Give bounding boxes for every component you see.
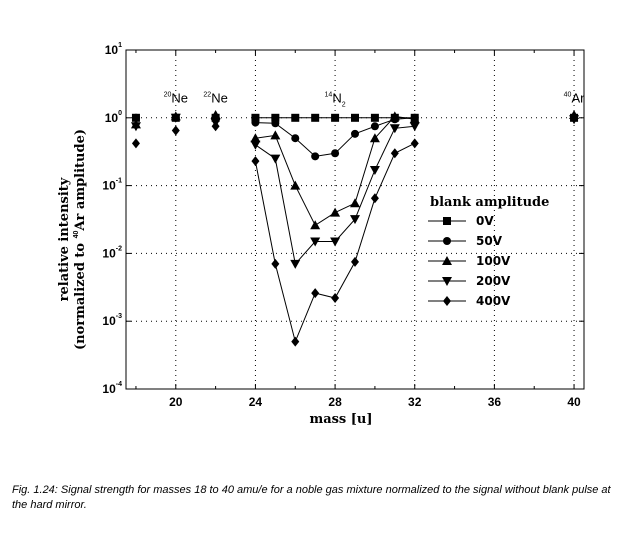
marker-circle bbox=[370, 122, 379, 131]
legend-label: 100V bbox=[476, 254, 511, 268]
legend-item-400V: 400V bbox=[428, 294, 511, 308]
y-tick-label: 10-2 bbox=[102, 245, 122, 260]
legend-label: 0V bbox=[476, 214, 494, 228]
y-axis-title-line1: relative intensity bbox=[57, 177, 72, 301]
marker-triangle-up bbox=[330, 207, 341, 217]
marker-triangle-up bbox=[369, 133, 380, 143]
marker-triangle-down bbox=[310, 237, 321, 247]
plot-frame bbox=[125, 49, 585, 390]
marker-circle bbox=[291, 134, 300, 143]
x-axis-title: mass [u] bbox=[309, 412, 372, 427]
x-tick-label: 32 bbox=[408, 395, 422, 409]
legend-item-0V: 0V bbox=[428, 214, 494, 228]
marker-triangle-up bbox=[442, 256, 452, 265]
species-label: 14N2 bbox=[325, 90, 346, 108]
marker-diamond bbox=[443, 296, 451, 306]
series-layer bbox=[130, 109, 580, 347]
axis-ticks: 20 24 28 32 36 40 101 100 10-1 10-2 10-3 10-4 bbox=[102, 42, 584, 409]
marker-diamond bbox=[271, 258, 280, 269]
marker-diamond bbox=[410, 138, 419, 149]
legend-item-200V: 200V bbox=[428, 274, 511, 288]
marker-circle bbox=[351, 129, 359, 138]
marker-circle bbox=[131, 113, 140, 122]
marker-square bbox=[443, 217, 451, 225]
legend-label: 400V bbox=[476, 294, 511, 308]
marker-triangle-down bbox=[350, 215, 360, 225]
species-label: 22Ne bbox=[203, 90, 227, 105]
marker-triangle-down bbox=[170, 113, 181, 123]
marker-diamond bbox=[390, 148, 399, 159]
marker-square bbox=[251, 113, 260, 122]
x-tick-label: 36 bbox=[488, 395, 502, 409]
marker-triangle-up bbox=[290, 180, 301, 190]
x-tick-label: 24 bbox=[249, 395, 263, 409]
marker-diamond bbox=[251, 156, 260, 167]
legend-item-50V: 50V bbox=[428, 234, 503, 248]
marker-triangle-down bbox=[442, 277, 452, 286]
marker-triangle-down bbox=[270, 154, 281, 164]
y-tick-label: 100 bbox=[105, 110, 122, 125]
x-tick-label: 28 bbox=[328, 395, 342, 409]
marker-triangle-down bbox=[389, 124, 400, 134]
marker-triangle-down bbox=[369, 165, 380, 175]
marker-diamond bbox=[291, 336, 300, 347]
marker-square bbox=[351, 113, 359, 122]
marker-diamond bbox=[331, 292, 340, 303]
marker-diamond bbox=[171, 125, 180, 136]
legend-title: blank amplitude bbox=[430, 195, 549, 210]
marker-diamond bbox=[311, 288, 320, 299]
legend-label: 200V bbox=[476, 274, 511, 288]
marker-square bbox=[331, 113, 340, 122]
marker-square bbox=[311, 113, 320, 122]
y-tick-label: 10-3 bbox=[102, 313, 122, 328]
marker-square bbox=[271, 113, 280, 122]
species-label: 20Ne bbox=[164, 90, 188, 105]
marker-circle bbox=[331, 149, 340, 158]
marker-square bbox=[291, 113, 300, 122]
marker-triangle-down bbox=[290, 259, 301, 269]
marker-circle bbox=[311, 152, 320, 161]
x-tick-label: 20 bbox=[169, 395, 183, 409]
y-tick-label: 101 bbox=[105, 42, 122, 57]
marker-triangle-up bbox=[409, 114, 420, 124]
marker-diamond bbox=[351, 256, 359, 267]
marker-diamond bbox=[131, 138, 140, 149]
marker-diamond bbox=[370, 193, 379, 204]
marker-circle bbox=[251, 118, 260, 127]
marker-triangle-down bbox=[250, 140, 261, 150]
y-axis-title-line2: (normalized to 40Ar amplitude) bbox=[73, 129, 88, 350]
marker-triangle-down bbox=[409, 122, 420, 132]
legend-item-100V: 100V bbox=[428, 254, 511, 268]
marker-triangle-down bbox=[130, 122, 141, 132]
marker-triangle-up bbox=[350, 198, 360, 208]
marker-triangle-up bbox=[210, 109, 221, 119]
marker-diamond bbox=[211, 121, 220, 132]
marker-triangle-up bbox=[270, 130, 281, 140]
figure-caption: Fig. 1.24: Signal strength for masses 18… bbox=[12, 484, 611, 511]
legend-label: 50V bbox=[476, 234, 503, 248]
marker-triangle-up bbox=[389, 111, 400, 121]
legend: blank amplitude 0V 50V 100V 200V 400V bbox=[428, 195, 549, 308]
marker-triangle-up bbox=[250, 133, 261, 143]
series-100V bbox=[130, 109, 580, 230]
y-tick-label: 10-4 bbox=[102, 381, 122, 396]
species-label: 40Ar bbox=[564, 90, 585, 105]
marker-square bbox=[370, 113, 379, 122]
marker-triangle-down bbox=[330, 237, 341, 247]
marker-circle bbox=[271, 119, 280, 128]
x-tick-label: 40 bbox=[567, 395, 581, 409]
marker-circle bbox=[443, 237, 451, 245]
y-axis-title: relative intensity (normalized to 40Ar a… bbox=[57, 129, 88, 350]
series-400V bbox=[131, 112, 579, 347]
species-annotations: 20Ne 22Ne 14N2 40Ar bbox=[164, 90, 586, 108]
marker-diamond bbox=[570, 112, 579, 123]
marker-triangle-up bbox=[310, 220, 321, 230]
y-tick-label: 10-1 bbox=[102, 178, 122, 193]
